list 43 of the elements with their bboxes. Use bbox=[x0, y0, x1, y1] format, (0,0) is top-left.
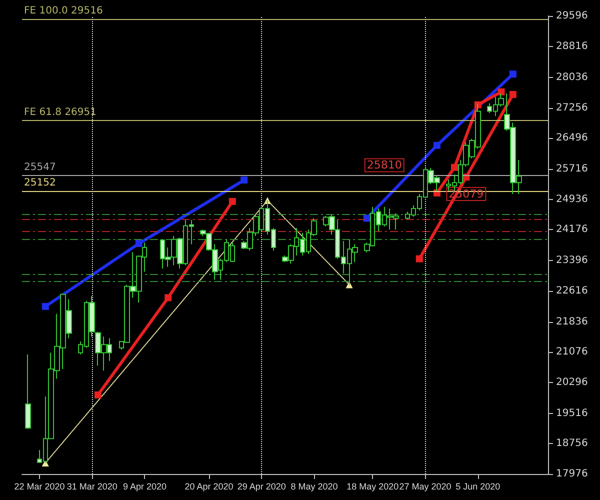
x-tick-label: 27 May 2020 bbox=[399, 482, 452, 492]
point bbox=[94, 391, 102, 398]
ref-line-label: FE 100.0 29516 bbox=[24, 6, 103, 17]
y-tick-label: 26496 bbox=[556, 132, 588, 144]
y-tick-label: 20296 bbox=[556, 377, 588, 388]
y-tick-label: 18756 bbox=[556, 438, 588, 449]
point bbox=[228, 198, 236, 205]
y-tick-label: 27256 bbox=[556, 102, 588, 114]
point bbox=[135, 240, 142, 248]
y-tick-label: 28816 bbox=[556, 41, 588, 52]
y-tick-label: 23396 bbox=[556, 254, 588, 266]
ref-line-label: 25547 bbox=[24, 162, 56, 174]
point bbox=[42, 302, 49, 310]
y-tick-label: 24936 bbox=[556, 194, 588, 206]
x-tick-label: 29 Apr 2020 bbox=[237, 482, 286, 492]
point bbox=[509, 90, 516, 98]
annotation: 25810 bbox=[366, 158, 402, 172]
point bbox=[509, 70, 516, 78]
y-tick-label: 17976 bbox=[556, 468, 588, 480]
y-tick-label: 25716 bbox=[556, 163, 588, 174]
point bbox=[450, 164, 458, 171]
x-tick-label: 18 May 2020 bbox=[346, 482, 399, 492]
x-tick-label: 22 Mar 2020 bbox=[14, 482, 65, 492]
x-tick-label: 9 Apr 2020 bbox=[122, 482, 167, 492]
y-tick-label: 19516 bbox=[556, 408, 588, 419]
y-tick-label: 24176 bbox=[556, 224, 588, 236]
point bbox=[240, 176, 248, 184]
point bbox=[433, 142, 440, 149]
y-tick-label: 28036 bbox=[556, 72, 588, 83]
x-tick-label: 20 Apr 2020 bbox=[184, 482, 234, 492]
ref-line-label: FE 61.8 26951 bbox=[24, 106, 97, 118]
y-tick-label: 22616 bbox=[556, 286, 588, 297]
x-tick-label: 8 May 2020 bbox=[290, 482, 338, 492]
y-tick-label: 29596 bbox=[556, 10, 588, 22]
point bbox=[164, 294, 172, 302]
ref-line-label: 25152 bbox=[24, 178, 56, 189]
candlestick bbox=[25, 354, 31, 430]
point bbox=[498, 88, 505, 96]
x-tick-label: 5 Jun 2020 bbox=[456, 482, 500, 492]
x-tick-label: 31 Mar 2020 bbox=[66, 482, 118, 492]
point bbox=[416, 255, 423, 262]
y-tick-label: 21836 bbox=[556, 316, 588, 328]
y-tick-label: 21076 bbox=[556, 346, 588, 358]
